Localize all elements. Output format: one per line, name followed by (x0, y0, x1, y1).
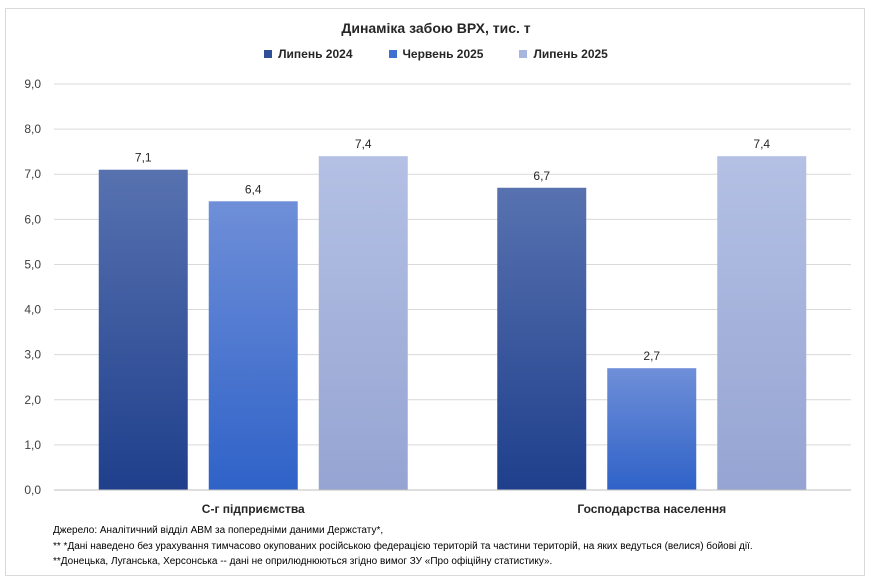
footnote-source: Джерело: Аналітичний відділ АВМ за попер… (53, 525, 384, 536)
y-tick-label: 9,0 (24, 77, 41, 91)
legend-item-series-3: Липень 2025 (519, 47, 608, 61)
bar (98, 169, 188, 490)
y-tick-label: 3,0 (24, 348, 41, 362)
legend-swatch-series-1 (264, 50, 273, 58)
data-label: 7,4 (355, 137, 372, 151)
footnote-territories: ** *Дані наведено без урахування тимчасо… (53, 540, 753, 552)
bar (497, 187, 587, 490)
legend-item-series-2: Червень 2025 (388, 47, 484, 61)
x-category-label: С-г підприємства (202, 502, 305, 516)
y-tick-label: 5,0 (24, 257, 41, 271)
y-tick-label: 2,0 (24, 393, 41, 407)
legend-swatch-series-2 (388, 50, 397, 58)
data-label: 6,4 (245, 182, 262, 196)
legend-item-series-1: Липень 2024 (264, 47, 353, 61)
data-label: 7,4 (753, 137, 770, 151)
chart-title: Динаміка забою ВРХ, тис. т (341, 20, 531, 36)
footnotes: Джерело: Аналітичний відділ АВМ за попер… (53, 523, 753, 570)
y-tick-label: 8,0 (24, 122, 41, 136)
legend-swatch-series-3 (519, 50, 528, 58)
y-tick-label: 7,0 (24, 167, 41, 181)
bar (318, 156, 408, 490)
legend-label-series-2: Червень 2025 (402, 47, 484, 61)
legend: Липень 2024 Червень 2025 Липень 2025 (0, 47, 872, 61)
bar (607, 368, 697, 490)
y-tick-label: 4,0 (24, 303, 41, 317)
y-tick-label: 1,0 (24, 438, 41, 452)
x-category-label: Господарства населення (577, 502, 726, 516)
bar (717, 156, 807, 490)
y-tick-label: 6,0 (24, 212, 41, 226)
legend-label-series-1: Липень 2024 (278, 47, 353, 61)
data-label: 2,7 (643, 349, 660, 363)
footnote-regions: **Донецька, Луганська, Херсонська -- дан… (53, 556, 553, 567)
y-tick-label: 0,0 (24, 483, 41, 497)
data-label: 6,7 (533, 169, 550, 183)
legend-label-series-3: Липень 2025 (533, 47, 608, 61)
data-label: 7,1 (135, 151, 152, 165)
bar (208, 201, 298, 491)
